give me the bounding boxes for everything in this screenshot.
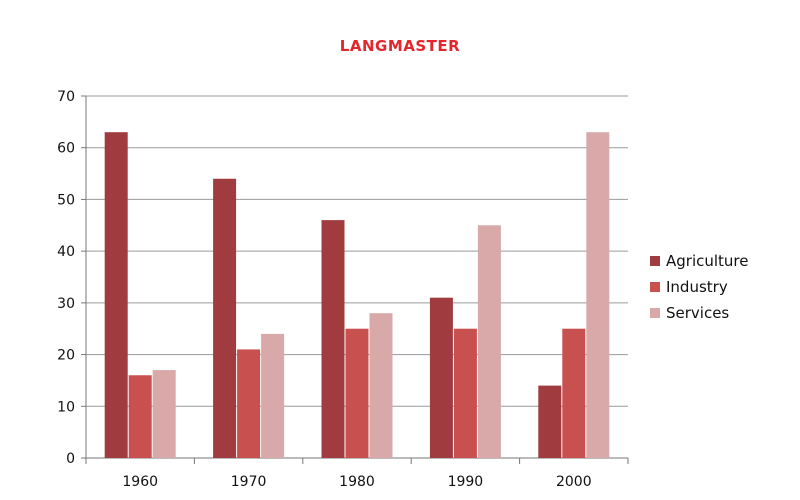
y-tick-label: 70 — [57, 89, 75, 105]
legend-swatch-services — [650, 308, 660, 318]
bar-industry-1970 — [237, 349, 261, 458]
legend-label-services: Services — [666, 304, 729, 322]
bar-agriculture-1960 — [104, 132, 128, 458]
legend-swatch-industry — [650, 282, 660, 292]
legend-label-industry: Industry — [666, 278, 728, 296]
x-tick-label: 2000 — [556, 474, 592, 490]
bars — [104, 132, 610, 458]
x-tick-label: 1960 — [122, 474, 158, 490]
bar-industry-1990 — [453, 328, 477, 458]
bar-industry-2000 — [562, 328, 586, 458]
gridlines — [86, 95, 628, 407]
bar-services-1990 — [477, 225, 501, 458]
bar-agriculture-1980 — [321, 220, 345, 458]
y-tick-label: 50 — [57, 192, 75, 208]
bar-agriculture-1970 — [213, 178, 237, 458]
bar-services-1960 — [152, 370, 176, 458]
brand-logo: LANGMASTER — [340, 37, 460, 55]
y-tick-labels: 0 10 20 30 40 50 60 70 — [57, 89, 75, 467]
legend-label-agriculture: Agriculture — [666, 252, 749, 270]
bar-services-2000 — [586, 132, 610, 458]
x-tick-label: 1970 — [231, 474, 267, 490]
x-tick-labels: 1960 1970 1980 1990 2000 — [122, 474, 591, 490]
y-tick-label: 40 — [57, 244, 75, 260]
y-tick-label: 10 — [57, 399, 75, 415]
bar-industry-1960 — [128, 375, 152, 458]
legend: Agriculture Industry Services — [650, 252, 749, 322]
bar-industry-1980 — [345, 328, 369, 458]
bar-agriculture-1990 — [429, 297, 453, 458]
x-tick-label: 1980 — [339, 474, 375, 490]
y-tick-label: 0 — [66, 451, 75, 467]
x-tick-label: 1990 — [448, 474, 484, 490]
y-tick-label: 60 — [57, 141, 75, 157]
bar-services-1970 — [261, 333, 285, 458]
bar-services-1980 — [369, 313, 393, 458]
legend-swatch-agriculture — [650, 256, 660, 266]
bar-agriculture-2000 — [538, 385, 562, 458]
y-tick-label: 20 — [57, 348, 75, 364]
y-tick-label: 30 — [57, 296, 75, 312]
